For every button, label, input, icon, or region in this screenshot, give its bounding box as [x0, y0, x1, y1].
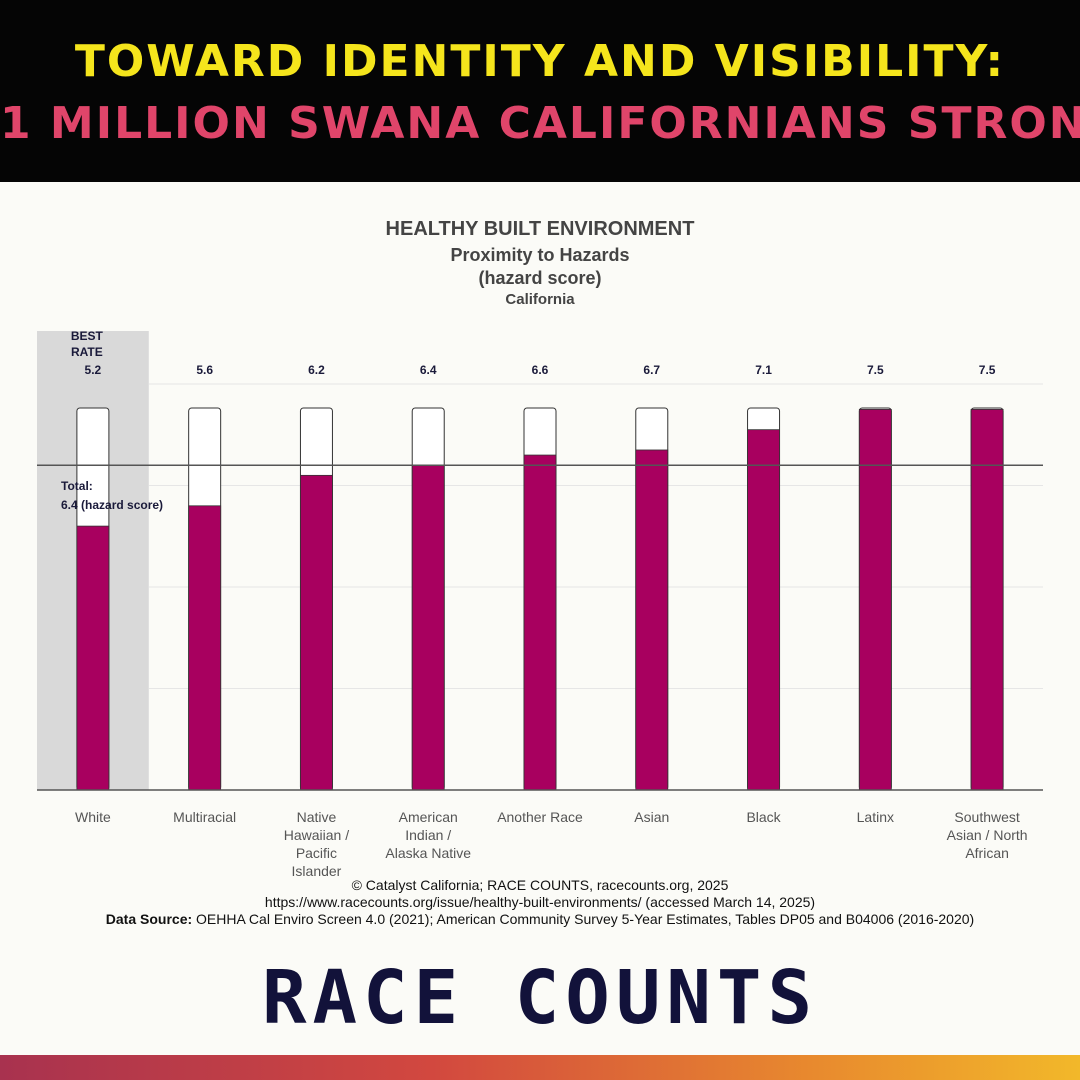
bar [76, 525, 110, 791]
chart-credit: © Catalyst California; RACE COUNTS, race… [0, 877, 1080, 928]
x-tick-label: Indian / [405, 827, 451, 843]
x-tick-label: Asian [634, 809, 669, 825]
value-label: 6.2 [308, 363, 325, 377]
bar [635, 449, 669, 791]
credit-url: https://www.racecounts.org/issue/healthy… [264, 894, 816, 910]
value-label: 6.7 [643, 363, 660, 377]
value-label: 7.5 [867, 363, 884, 377]
x-tick-label: Multiracial [173, 809, 236, 825]
value-label: 7.1 [755, 363, 772, 377]
x-tick-label: African [965, 845, 1009, 861]
chart-subtitle: Proximity to Hazards [450, 245, 629, 265]
value-label: 6.6 [532, 363, 549, 377]
total-label: 6.4 (hazard score) [61, 498, 163, 512]
data-source-label: Data Source: [105, 911, 193, 927]
bar [858, 408, 892, 791]
chart-unit-label: (hazard score) [478, 268, 601, 288]
value-label: 6.4 [420, 363, 437, 377]
x-tick-label: White [75, 809, 111, 825]
best-rate-label: BEST [71, 329, 104, 343]
x-tick-label: Islander [292, 863, 342, 879]
bar [747, 429, 780, 791]
bar [411, 464, 445, 791]
x-tick-label: Latinx [857, 809, 894, 825]
bar [188, 505, 222, 791]
x-tick-label: Hawaiian / [284, 827, 349, 843]
bar [970, 408, 1004, 791]
bar [523, 454, 557, 791]
value-label: 5.2 [85, 363, 102, 377]
credit-line: © Catalyst California; RACE COUNTS, race… [351, 877, 729, 893]
x-tick-label: Alaska Native [385, 845, 471, 861]
value-label: 7.5 [979, 363, 996, 377]
gradient-footer-bar [0, 1055, 1080, 1080]
headline-identity: TOWARD IDENTITY AND VISIBILITY: [74, 36, 1006, 87]
x-tick-label: Southwest [954, 809, 1019, 825]
chart-region: California [505, 291, 575, 308]
race-counts-logo: RACE COUNTS [261, 955, 819, 1041]
bar [300, 474, 333, 791]
header-banner: TOWARD IDENTITY AND VISIBILITY: 1 MILLIO… [0, 0, 1080, 182]
x-tick-label: Pacific [296, 845, 337, 861]
x-tick-label: Asian / North [947, 827, 1028, 843]
best-rate-label: RATE [71, 345, 103, 359]
chart-title: HEALTHY BUILT ENVIRONMENT [386, 218, 695, 240]
x-tick-label: Native [297, 809, 337, 825]
bar-chart: 5.2 White 5.6 Multiracial 6.2 Native Hawaiian … [37, 218, 1043, 879]
data-source: Data Source: OEHHA Cal Enviro Screen 4.0… [0, 911, 1080, 928]
x-tick-label: Another Race [497, 809, 583, 825]
x-tick-label: Black [746, 809, 781, 825]
headline-swana: 1 MILLION SWANA CALIFORNIANS STRONG [0, 98, 1080, 149]
value-label: 5.6 [196, 363, 213, 377]
total-label: Total: [61, 479, 93, 493]
data-source-text: OEHHA Cal Enviro Screen 4.0 (2021); Amer… [192, 911, 975, 927]
x-tick-label: American [399, 809, 458, 825]
